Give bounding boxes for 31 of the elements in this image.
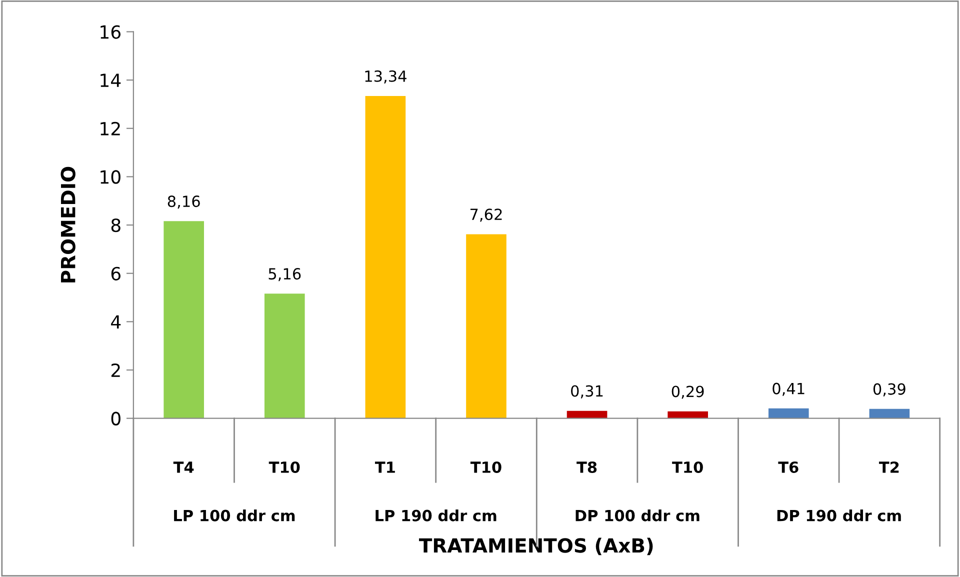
y-tick-label: 2 — [111, 363, 120, 377]
data-label: 5,16 — [268, 268, 301, 282]
data-label: 0,39 — [873, 383, 906, 396]
data-label: 13,34 — [365, 70, 406, 84]
text: LP 190 ddr cm — [376, 510, 496, 522]
y-tick-label: 14 — [100, 74, 121, 87]
data-label: 0,31 — [571, 385, 603, 398]
x-tick-label: T2 — [878, 461, 899, 473]
x-tick-label: T1 — [374, 462, 395, 473]
y-tick-label: 0 — [111, 412, 120, 426]
y-tick-label: 8 — [111, 218, 120, 232]
data-label: 8,16 — [168, 196, 200, 209]
x-tick-label: T8 — [576, 461, 597, 474]
x-tick-label: T10 — [268, 461, 300, 474]
data-label: 7,62 — [470, 208, 502, 222]
x-axis-title: TRATAMIENTOS (AxB) — [418, 538, 653, 556]
y-tick-label: 12 — [100, 122, 120, 136]
x-tick-label: T10 — [672, 461, 703, 474]
text: DP 190 ddr cm — [777, 510, 901, 522]
x-tick-label: T4 — [173, 462, 194, 473]
y-axis-title: PROMEDIO — [60, 166, 76, 282]
y-tick-label: 4 — [111, 315, 121, 329]
data-label: 0,29 — [672, 386, 704, 399]
y-tick-label: 10 — [100, 170, 120, 184]
y-tick-label: 16 — [100, 25, 120, 39]
text: DP 100 ddr cm — [576, 510, 700, 522]
y-tick-label: 6 — [111, 266, 120, 280]
x-tick-label: T10 — [470, 461, 502, 474]
data-label: 0,41 — [772, 382, 804, 396]
text: LP 100 ddr cm — [174, 510, 295, 522]
x-tick-label: T6 — [778, 461, 798, 474]
